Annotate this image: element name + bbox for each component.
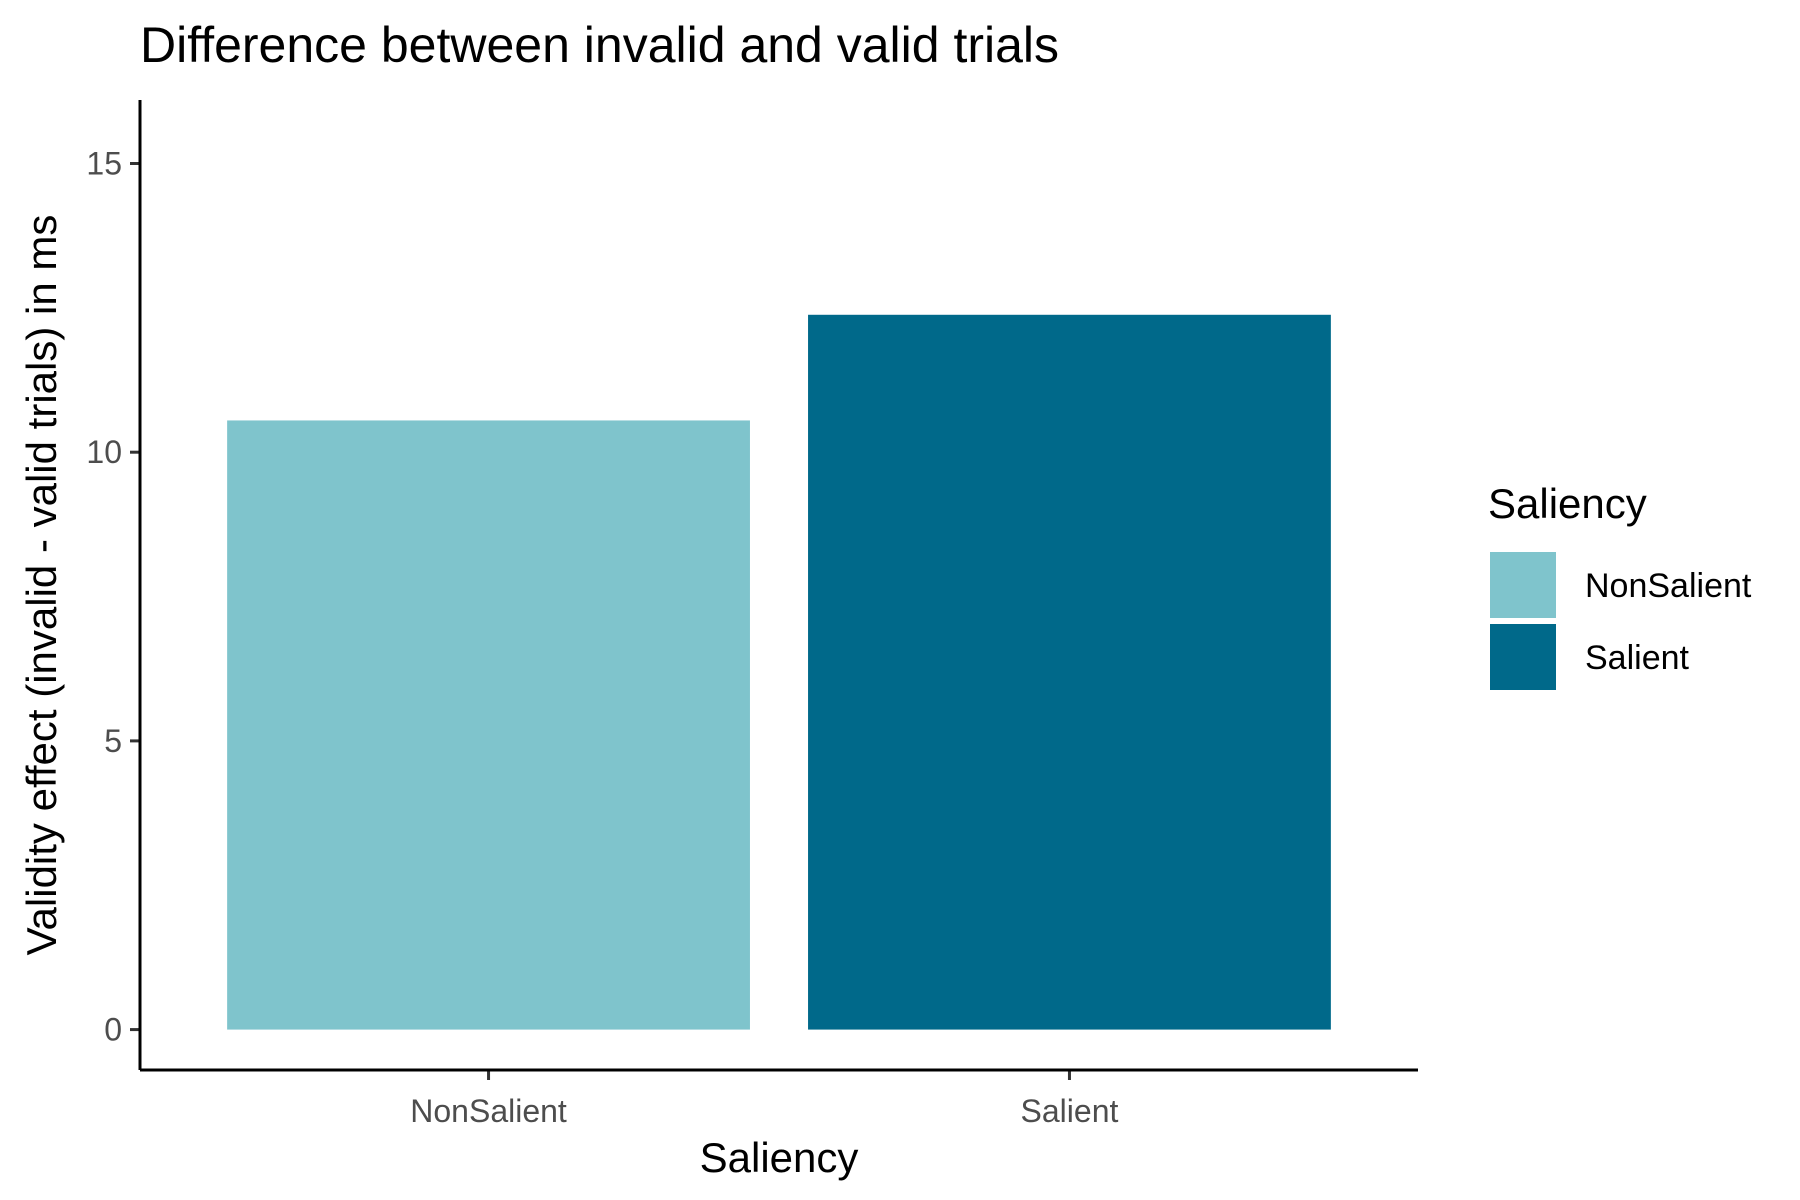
y-axis-title: Validity effect (invalid - valid trials)…: [18, 215, 65, 956]
y-tick-label: 5: [104, 723, 122, 759]
x-tick-label: NonSalient: [410, 1093, 567, 1129]
y-ticks: 0 5 10 15: [86, 146, 140, 1048]
y-tick-label: 15: [86, 146, 122, 182]
legend-swatch-nonsalient: [1490, 552, 1556, 618]
bar-nonsalient: [227, 420, 750, 1030]
x-ticks: NonSalient Salient: [410, 1070, 1118, 1129]
legend-title: Saliency: [1488, 480, 1647, 527]
bars-layer: [227, 314, 1331, 1030]
x-axis-title: Saliency: [700, 1134, 859, 1181]
legend-label-nonsalient: NonSalient: [1585, 567, 1752, 605]
legend: Saliency NonSalient Salient: [1488, 480, 1752, 690]
y-tick-label: 0: [104, 1012, 122, 1048]
x-tick-label: Salient: [1021, 1093, 1119, 1129]
y-tick-label: 10: [86, 434, 122, 470]
legend-swatch-salient: [1490, 624, 1556, 690]
legend-entries: NonSalient Salient: [1490, 552, 1752, 690]
legend-label-salient: Salient: [1585, 639, 1690, 677]
bar-salient: [808, 314, 1331, 1030]
chart-title: Difference between invalid and valid tri…: [140, 17, 1059, 73]
